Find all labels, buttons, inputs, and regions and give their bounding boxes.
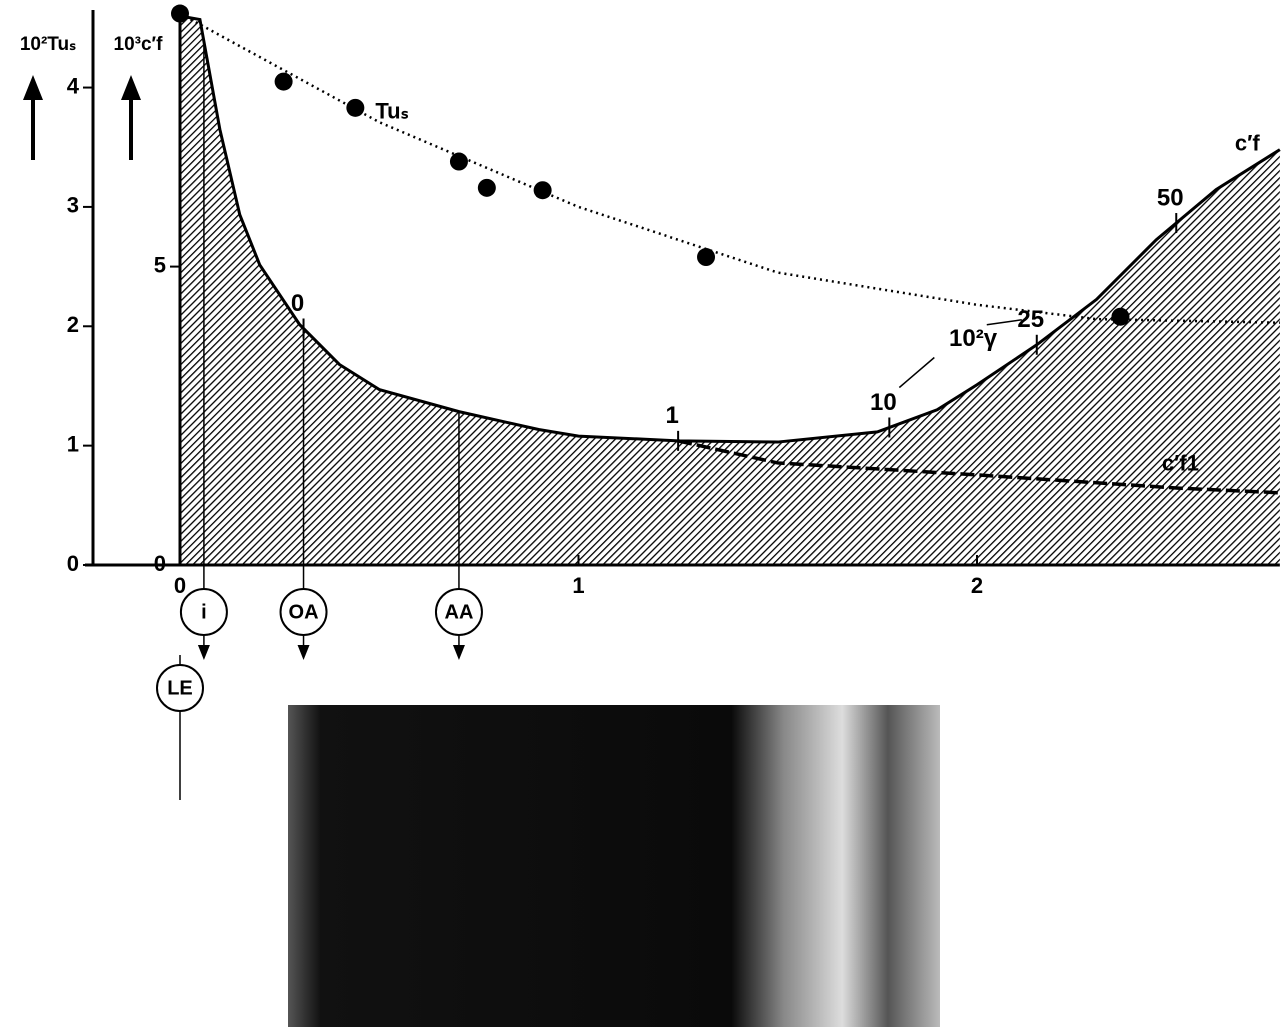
gamma-label: 1 [665, 402, 678, 429]
axis-arrowhead [121, 75, 141, 100]
tu-fit [180, 14, 1280, 323]
y-axis-title: 10²Tuₛ [20, 34, 76, 55]
y2-tick-label: 0 [154, 551, 166, 576]
station-label: OA [289, 601, 319, 623]
series-label: Tuₛ [375, 99, 408, 124]
station-arrow [198, 645, 210, 660]
series-label: c′f [1235, 130, 1261, 155]
station-label: i [201, 601, 207, 623]
page: {"chart_data": { "type": "line", "y_labe… [0, 0, 1281, 1030]
station-label: AA [445, 601, 474, 623]
gamma-label: 10 [870, 389, 897, 416]
axis-arrowhead [23, 75, 43, 100]
x-tick-label: 1 [572, 573, 584, 598]
tu-point [478, 179, 496, 197]
y2-axis-title: 10³c′f [114, 34, 164, 55]
y-tick-label: 2 [67, 312, 79, 337]
x-tick-label: 2 [971, 573, 983, 598]
tu-point [534, 181, 552, 199]
gamma-axis-label: 10²γ [949, 325, 998, 352]
y2-tick-label: 5 [154, 252, 166, 277]
series-label: c′f1 [1162, 451, 1199, 476]
station-arrow [298, 645, 310, 660]
tu-point [275, 73, 293, 91]
y-tick-label: 4 [67, 73, 80, 98]
station-label: LE [167, 677, 193, 699]
x-tick-label: 0 [174, 573, 186, 598]
gamma-label: 0 [291, 290, 304, 317]
gamma-leader [899, 357, 934, 387]
y-tick-label: 0 [67, 551, 79, 576]
y-tick-label: 1 [67, 431, 79, 456]
flow-photograph [288, 705, 940, 1027]
y-tick-label: 3 [67, 193, 79, 218]
station-arrow [453, 645, 465, 660]
figure: 10²Tuₛ10³c′f0123405012Tuₛc′fc′f101102550… [0, 0, 1281, 1030]
gamma-label: 50 [1157, 184, 1184, 211]
tu-point [697, 248, 715, 266]
